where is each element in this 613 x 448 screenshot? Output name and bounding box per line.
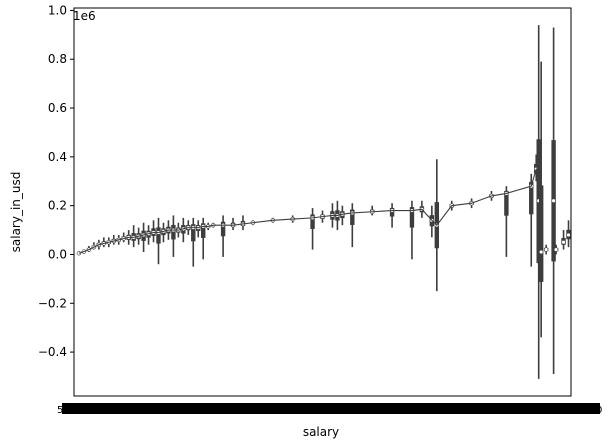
- violin: [146, 225, 151, 245]
- violin: [310, 208, 315, 250]
- violin-box: [220, 221, 226, 237]
- violin: [121, 232, 126, 243]
- violin: [220, 215, 226, 257]
- violin: [171, 215, 176, 257]
- y-tick-label: 0.0: [48, 247, 67, 261]
- violin: [551, 27, 556, 375]
- x-axis-label: salary: [303, 425, 339, 439]
- violin: [409, 200, 415, 260]
- violin: [131, 225, 136, 248]
- violin-median: [551, 198, 556, 203]
- violin-marks: [76, 25, 571, 379]
- violin: [389, 203, 395, 228]
- violin-box: [350, 209, 355, 225]
- violin: [538, 61, 544, 338]
- plot-area: [73, 7, 572, 397]
- violin: [201, 217, 206, 260]
- violin: [504, 186, 509, 257]
- x-tick-first-label: 5: [57, 405, 63, 416]
- median-trend: [78, 168, 537, 254]
- axes-frame: [73, 7, 572, 397]
- violin: [543, 244, 549, 255]
- y-tick-label: −0.2: [38, 296, 67, 310]
- y-tick-label: −0.4: [38, 345, 67, 359]
- violin-box: [156, 227, 161, 244]
- violin-box: [504, 190, 509, 216]
- violin-median: [543, 247, 549, 252]
- violin-box: [538, 185, 544, 282]
- violin-median: [566, 232, 571, 238]
- violin: [240, 215, 246, 231]
- y-axis-label: salary_in_usd: [9, 172, 23, 253]
- median-trend-line: [78, 168, 537, 254]
- violin: [111, 234, 116, 245]
- violin-median: [553, 247, 559, 252]
- violin: [101, 237, 107, 248]
- y-axis: −0.4 −0.2 0.0 0.2 0.4 0.6 0.8 1.0: [38, 3, 74, 359]
- violin: [191, 217, 196, 267]
- violin: [161, 222, 166, 243]
- violin: [151, 220, 156, 243]
- violin: [196, 220, 201, 238]
- y-tick-label: 0.2: [48, 199, 67, 213]
- y-tick-label: 0.6: [48, 101, 67, 115]
- violin: [340, 205, 345, 226]
- violin: [141, 222, 146, 253]
- violin: [561, 230, 566, 250]
- violin: [350, 203, 355, 248]
- violin: [529, 173, 534, 267]
- violin-box: [191, 224, 196, 242]
- violin-box: [409, 207, 415, 228]
- violin-median: [561, 240, 566, 245]
- y-tick-label: 1.0: [48, 3, 67, 17]
- violin: [181, 217, 186, 243]
- y-offset-label: 1e6: [73, 9, 96, 23]
- violin: [230, 217, 236, 231]
- violin-median: [538, 249, 544, 255]
- y-tick-label: 0.4: [48, 150, 67, 164]
- violin: [553, 244, 559, 255]
- x-tick-label-band: [62, 403, 600, 414]
- x-axis: 5 0: [57, 403, 602, 416]
- violin-box: [201, 223, 206, 238]
- violin: [566, 220, 571, 248]
- violin: [370, 205, 375, 216]
- violin-box: [310, 214, 315, 229]
- violin-box: [529, 181, 534, 215]
- y-tick-label: 0.8: [48, 52, 67, 66]
- x-tick-last-label: 0: [596, 405, 602, 416]
- violin: [156, 217, 161, 265]
